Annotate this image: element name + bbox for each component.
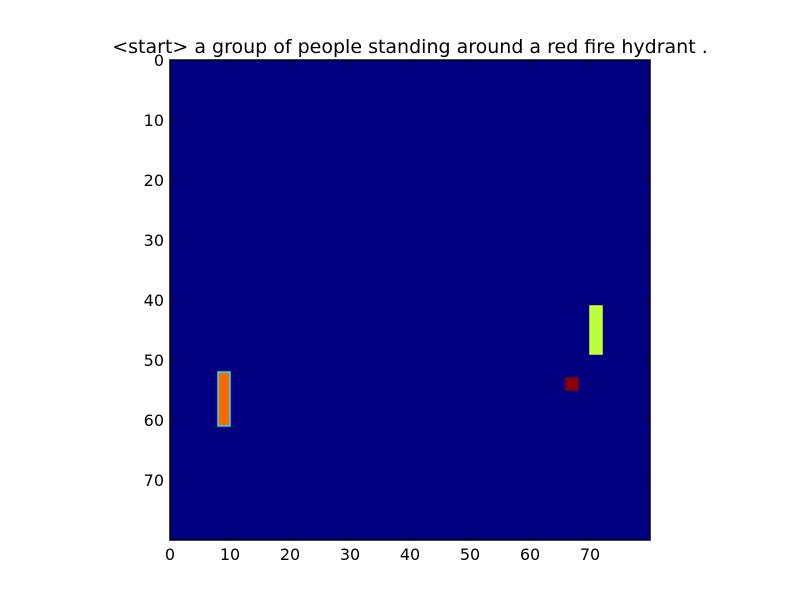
x-tick-label: 70 bbox=[580, 545, 600, 564]
y-tick-label: 40 bbox=[144, 291, 164, 310]
x-tick-label: 40 bbox=[400, 545, 420, 564]
heatmap-highlight-right-bar bbox=[589, 305, 603, 355]
y-tick-label: 20 bbox=[144, 171, 164, 190]
heatmap-highlight-dot bbox=[565, 377, 579, 391]
chart-title: <start> a group of people standing aroun… bbox=[112, 36, 708, 58]
heatmap-cells bbox=[170, 60, 650, 540]
y-tick-label: 0 bbox=[154, 51, 164, 70]
x-tick-label: 20 bbox=[280, 545, 300, 564]
axes: 0 10 20 30 40 50 60 70 0 10 20 30 40 50 60 70 bbox=[144, 51, 651, 564]
heatmap-highlight-left-bar bbox=[217, 371, 231, 427]
y-tick-label: 70 bbox=[144, 471, 164, 490]
y-tick-label: 50 bbox=[144, 351, 164, 370]
x-tick-label: 30 bbox=[340, 545, 360, 564]
y-tick-label: 60 bbox=[144, 411, 164, 430]
y-tick-label: 30 bbox=[144, 231, 164, 250]
x-tick-label: 50 bbox=[460, 545, 480, 564]
x-tick-label: 60 bbox=[520, 545, 540, 564]
x-tick-label: 10 bbox=[220, 545, 240, 564]
heatmap-background bbox=[170, 60, 650, 540]
x-tick-label: 0 bbox=[165, 545, 175, 564]
y-tick-label: 10 bbox=[144, 111, 164, 130]
